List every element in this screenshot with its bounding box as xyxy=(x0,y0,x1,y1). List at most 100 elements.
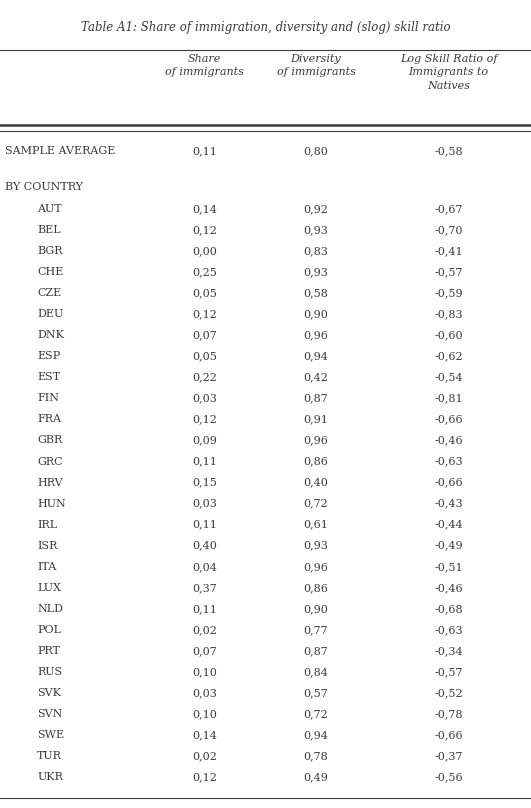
Text: FRA: FRA xyxy=(37,415,61,424)
Text: -0,83: -0,83 xyxy=(434,309,463,319)
Text: -0,78: -0,78 xyxy=(434,709,463,719)
Text: 0,03: 0,03 xyxy=(192,393,217,403)
Text: TUR: TUR xyxy=(37,751,62,761)
Text: 0,90: 0,90 xyxy=(304,604,328,614)
Text: -0,66: -0,66 xyxy=(434,478,463,487)
Text: 0,05: 0,05 xyxy=(192,288,217,298)
Text: -0,46: -0,46 xyxy=(434,583,463,593)
Text: NLD: NLD xyxy=(37,604,63,614)
Text: 0,92: 0,92 xyxy=(304,204,328,214)
Text: 0,05: 0,05 xyxy=(192,351,217,361)
Text: 0,84: 0,84 xyxy=(304,667,328,677)
Text: Table A1: Share of immigration, diversity and (slog) skill ratio: Table A1: Share of immigration, diversit… xyxy=(81,21,450,34)
Text: -0,57: -0,57 xyxy=(434,667,463,677)
Text: HRV: HRV xyxy=(37,478,63,487)
Text: 0,02: 0,02 xyxy=(192,625,217,635)
Text: SVN: SVN xyxy=(37,709,63,719)
Text: -0,37: -0,37 xyxy=(434,751,463,761)
Text: -0,63: -0,63 xyxy=(434,625,463,635)
Text: -0,63: -0,63 xyxy=(434,457,463,466)
Text: 0,09: 0,09 xyxy=(192,436,217,445)
Text: -0,41: -0,41 xyxy=(434,246,463,256)
Text: Share
of immigrants: Share of immigrants xyxy=(165,54,244,78)
Text: 0,42: 0,42 xyxy=(304,372,328,382)
Text: 0,94: 0,94 xyxy=(304,730,328,740)
Text: 0,96: 0,96 xyxy=(304,562,328,572)
Text: 0,25: 0,25 xyxy=(192,267,217,277)
Text: -0,81: -0,81 xyxy=(434,393,463,403)
Text: 0,93: 0,93 xyxy=(304,267,328,277)
Text: 0,83: 0,83 xyxy=(304,246,328,256)
Text: FIN: FIN xyxy=(37,393,59,403)
Text: 0,12: 0,12 xyxy=(192,309,217,319)
Text: 0,03: 0,03 xyxy=(192,688,217,698)
Text: 0,12: 0,12 xyxy=(192,415,217,424)
Text: 0,11: 0,11 xyxy=(192,520,217,530)
Text: IRL: IRL xyxy=(37,520,57,530)
Text: 0,07: 0,07 xyxy=(192,330,217,340)
Text: POL: POL xyxy=(37,625,61,635)
Text: HUN: HUN xyxy=(37,499,66,508)
Text: 0,10: 0,10 xyxy=(192,709,217,719)
Text: BY COUNTRY: BY COUNTRY xyxy=(5,182,83,191)
Text: LUX: LUX xyxy=(37,583,61,593)
Text: -0,43: -0,43 xyxy=(434,499,463,508)
Text: -0,67: -0,67 xyxy=(434,204,463,214)
Text: -0,60: -0,60 xyxy=(434,330,463,340)
Text: ISR: ISR xyxy=(37,541,57,551)
Text: -0,56: -0,56 xyxy=(434,772,463,782)
Text: SAMPLE AVERAGE: SAMPLE AVERAGE xyxy=(5,146,116,156)
Text: 0,94: 0,94 xyxy=(304,351,328,361)
Text: GBR: GBR xyxy=(37,436,63,445)
Text: 0,87: 0,87 xyxy=(304,646,328,656)
Text: 0,72: 0,72 xyxy=(304,709,328,719)
Text: 0,86: 0,86 xyxy=(304,583,328,593)
Text: 0,14: 0,14 xyxy=(192,730,217,740)
Text: 0,93: 0,93 xyxy=(304,225,328,235)
Text: BGR: BGR xyxy=(37,246,63,256)
Text: -0,51: -0,51 xyxy=(434,562,463,572)
Text: 0,22: 0,22 xyxy=(192,372,217,382)
Text: DNK: DNK xyxy=(37,330,64,340)
Text: CZE: CZE xyxy=(37,288,62,298)
Text: AUT: AUT xyxy=(37,204,62,214)
Text: 0,03: 0,03 xyxy=(192,499,217,508)
Text: 0,96: 0,96 xyxy=(304,436,328,445)
Text: 0,00: 0,00 xyxy=(192,246,217,256)
Text: 0,15: 0,15 xyxy=(192,478,217,487)
Text: -0,66: -0,66 xyxy=(434,415,463,424)
Text: 0,02: 0,02 xyxy=(192,751,217,761)
Text: BEL: BEL xyxy=(37,225,61,235)
Text: 0,10: 0,10 xyxy=(192,667,217,677)
Text: 0,87: 0,87 xyxy=(304,393,328,403)
Text: PRT: PRT xyxy=(37,646,60,656)
Text: 0,96: 0,96 xyxy=(304,330,328,340)
Text: 0,11: 0,11 xyxy=(192,604,217,614)
Text: DEU: DEU xyxy=(37,309,63,319)
Text: ITA: ITA xyxy=(37,562,56,572)
Text: -0,58: -0,58 xyxy=(434,146,463,156)
Text: 0,93: 0,93 xyxy=(304,541,328,551)
Text: 0,86: 0,86 xyxy=(304,457,328,466)
Text: CHE: CHE xyxy=(37,267,64,277)
Text: -0,52: -0,52 xyxy=(434,688,463,698)
Text: 0,91: 0,91 xyxy=(304,415,328,424)
Text: -0,70: -0,70 xyxy=(434,225,463,235)
Text: 0,40: 0,40 xyxy=(192,541,217,551)
Text: -0,54: -0,54 xyxy=(434,372,463,382)
Text: -0,46: -0,46 xyxy=(434,436,463,445)
Text: -0,68: -0,68 xyxy=(434,604,463,614)
Text: Diversity
of immigrants: Diversity of immigrants xyxy=(277,54,355,78)
Text: SVK: SVK xyxy=(37,688,61,698)
Text: 0,07: 0,07 xyxy=(192,646,217,656)
Text: 0,11: 0,11 xyxy=(192,146,217,156)
Text: 0,14: 0,14 xyxy=(192,204,217,214)
Text: SWE: SWE xyxy=(37,730,64,740)
Text: Log Skill Ratio of
Immigrants to
Natives: Log Skill Ratio of Immigrants to Natives xyxy=(400,54,498,90)
Text: 0,80: 0,80 xyxy=(304,146,328,156)
Text: 0,90: 0,90 xyxy=(304,309,328,319)
Text: 0,78: 0,78 xyxy=(304,751,328,761)
Text: 0,58: 0,58 xyxy=(304,288,328,298)
Text: EST: EST xyxy=(37,372,61,382)
Text: 0,57: 0,57 xyxy=(304,688,328,698)
